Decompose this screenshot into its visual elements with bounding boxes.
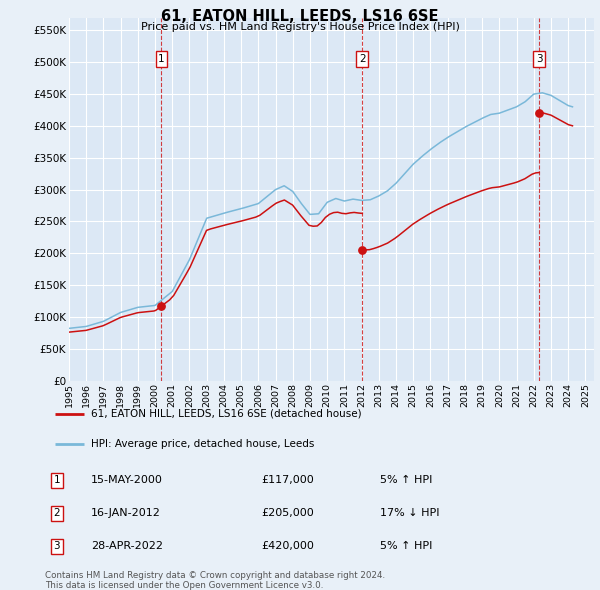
Text: 15-MAY-2000: 15-MAY-2000 (91, 475, 163, 485)
Text: 61, EATON HILL, LEEDS, LS16 6SE (detached house): 61, EATON HILL, LEEDS, LS16 6SE (detache… (91, 409, 361, 419)
Text: 16-JAN-2012: 16-JAN-2012 (91, 508, 161, 518)
Text: This data is licensed under the Open Government Licence v3.0.: This data is licensed under the Open Gov… (45, 581, 323, 589)
Text: 3: 3 (53, 541, 60, 551)
Text: £117,000: £117,000 (261, 475, 314, 485)
Text: 1: 1 (53, 475, 60, 485)
Text: Price paid vs. HM Land Registry's House Price Index (HPI): Price paid vs. HM Land Registry's House … (140, 22, 460, 32)
Text: 5% ↑ HPI: 5% ↑ HPI (380, 475, 432, 485)
Text: 2: 2 (53, 508, 60, 518)
Text: 17% ↓ HPI: 17% ↓ HPI (380, 508, 439, 518)
Text: HPI: Average price, detached house, Leeds: HPI: Average price, detached house, Leed… (91, 438, 314, 448)
Text: 28-APR-2022: 28-APR-2022 (91, 541, 163, 551)
Point (535, 109, 544, 118)
Text: 3: 3 (536, 54, 542, 64)
Point (358, 245, 367, 255)
Text: 61, EATON HILL, LEEDS, LS16 6SE: 61, EATON HILL, LEEDS, LS16 6SE (161, 9, 439, 24)
Text: Contains HM Land Registry data © Crown copyright and database right 2024.: Contains HM Land Registry data © Crown c… (45, 571, 385, 579)
Point (157, 301, 166, 311)
Text: 5% ↑ HPI: 5% ↑ HPI (380, 541, 432, 551)
Text: £420,000: £420,000 (261, 541, 314, 551)
Text: £205,000: £205,000 (261, 508, 314, 518)
Text: 1: 1 (158, 54, 165, 64)
Text: 2: 2 (359, 54, 365, 64)
